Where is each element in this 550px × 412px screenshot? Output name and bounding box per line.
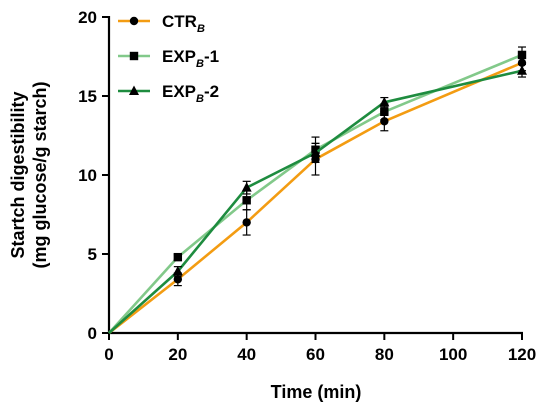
- y-tick-label: 10: [78, 166, 97, 185]
- legend-item-ctr: CTRB: [118, 12, 205, 35]
- x-axis-title: Time (min): [271, 382, 362, 402]
- data-point-triangle: [379, 96, 390, 107]
- y-tick-label: 0: [88, 324, 97, 343]
- y-tick-label: 20: [78, 8, 97, 27]
- data-point-square: [129, 51, 139, 61]
- legend-label-exp2: EXPB-2: [162, 82, 219, 105]
- series-line-exp2: [108, 69, 523, 334]
- x-tick-label: 20: [168, 345, 187, 364]
- data-point-square: [517, 50, 527, 60]
- data-point-triangle: [129, 85, 139, 95]
- data-point-triangle: [241, 182, 252, 192]
- y-axis-title-line-2: (mg glucose/g starch): [30, 81, 50, 268]
- data-point-circle: [173, 275, 183, 284]
- series-line-exp1: [108, 53, 523, 334]
- x-tick-label: 80: [375, 345, 394, 364]
- x-tick-label: 40: [237, 345, 256, 364]
- series-line-ctr: [108, 61, 523, 335]
- legend-label-exp1: EXPB-1: [162, 47, 219, 70]
- y-axis-title-line-1: Startch digestibility: [8, 91, 28, 258]
- legend-label-ctr: CTRB: [162, 12, 205, 35]
- x-tick-label: 0: [104, 345, 113, 364]
- data-point-square: [173, 252, 183, 262]
- x-tick-label: 120: [508, 345, 536, 364]
- legend: CTRB EXPB-1 EXPB-2: [118, 12, 219, 105]
- legend-item-exp1: EXPB-1: [118, 47, 219, 70]
- data-point-triangle: [172, 265, 183, 276]
- legend-item-exp2: EXPB-2: [118, 82, 219, 105]
- data-point-circle: [242, 218, 251, 227]
- series-layer: [108, 46, 527, 335]
- x-tick-label: 100: [439, 345, 467, 364]
- series-exp2: [108, 63, 527, 334]
- x-tick-label: 60: [306, 345, 325, 364]
- y-tick-label: 15: [78, 87, 97, 106]
- data-point-square: [242, 196, 251, 205]
- axes: 0 5 10 15 20 0 20 40 60 80 100 120: [78, 8, 536, 364]
- data-point-triangle: [517, 65, 527, 75]
- data-point-triangle: [310, 147, 321, 157]
- data-point-circle: [129, 16, 139, 26]
- data-point-square: [380, 107, 389, 116]
- y-tick-label: 5: [88, 245, 97, 264]
